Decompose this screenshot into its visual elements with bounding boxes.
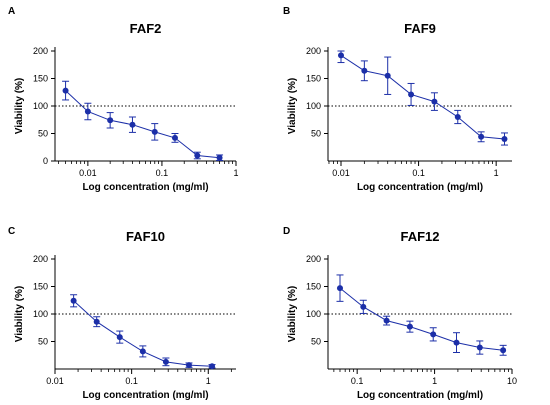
data-point [406,323,413,330]
data-point [171,134,178,141]
panel-b: B FAF9 50 100 150 200 0.01 0.1 1 Log concentratio… [283,6,512,193]
y-tick-label: 100 [306,309,321,319]
x-axis-label: Log concentration (mg/ml) [82,182,208,193]
x-tick-label: 0.01 [46,376,64,386]
panel-letter: D [283,226,290,237]
data-point [116,334,123,341]
y-tick-label: 100 [33,101,48,111]
y-tick-label: 100 [306,101,321,111]
data-point [194,152,201,159]
y-axis-label: Viability (%) [287,78,298,135]
y-tick-label: 150 [33,74,48,84]
x-tick-label: 1 [233,168,238,178]
data-point [209,363,216,370]
data-point [361,67,368,74]
data-point [453,339,460,346]
x-tick-label: 0.01 [79,168,97,178]
panel-a: A FAF2 0 50 100 150 200 0.01 0.1 1 Log concentrati… [8,6,239,193]
panel-d: D FAF12 50 100 150 200 0.1 1 10 Log concentration… [283,226,517,401]
chart-title: FAF12 [400,229,439,244]
x-tick-label: 1 [206,376,211,386]
series-line [340,54,505,140]
x-tick-label: 10 [507,376,517,386]
x-tick-label: 1 [494,168,499,178]
data-point [151,128,158,135]
panel-letter: B [283,6,290,17]
panel-letter: A [8,6,15,17]
x-tick-label: 0.1 [125,376,138,386]
data-point [476,344,483,351]
x-axis-label: Log concentration (mg/ml) [357,390,483,401]
series-line [339,287,504,351]
data-point [478,133,485,140]
y-tick-label: 200 [33,254,48,264]
x-axis-label: Log concentration (mg/ml) [82,390,208,401]
y-tick-label: 50 [311,129,321,139]
y-tick-label: 0 [43,156,48,166]
panel-letter: C [8,226,15,237]
x-tick-label: 0.1 [412,168,425,178]
y-tick-label: 150 [306,74,321,84]
y-tick-label: 200 [306,254,321,264]
y-tick-label: 100 [33,309,48,319]
data-point [139,348,146,355]
x-tick-label: 0.1 [351,376,364,386]
data-point [384,72,391,79]
data-point [93,318,100,325]
data-point [107,117,114,124]
chart-title: FAF2 [130,21,162,36]
data-point [336,285,343,292]
data-point [454,114,461,120]
data-point [501,136,508,142]
y-tick-label: 200 [33,46,48,56]
y-tick-label: 50 [38,337,48,347]
data-point [360,303,367,310]
data-point [337,52,344,59]
y-axis-label: Viability (%) [287,286,298,343]
data-point [162,358,169,365]
data-point [62,87,69,94]
x-tick-label: 0.01 [332,168,350,178]
data-point [408,91,415,98]
y-axis-label: Viability (%) [14,286,25,343]
data-point [430,331,437,338]
x-tick-label: 0.1 [156,168,169,178]
chart-title: FAF9 [404,21,436,36]
data-point [216,154,223,161]
y-tick-label: 50 [311,337,321,347]
series-line [65,90,220,159]
y-tick-label: 150 [306,282,321,292]
y-tick-label: 200 [306,46,321,56]
y-axis-label: Viability (%) [14,78,25,135]
chart-title: FAF10 [126,229,165,244]
y-tick-label: 50 [38,129,48,139]
data-point [431,98,438,105]
data-point [500,347,507,354]
x-tick-label: 1 [432,376,437,386]
data-point [129,121,136,128]
data-point [84,108,91,115]
data-point [383,317,390,324]
data-point [185,362,192,369]
data-point [70,297,77,304]
panel-c: C FAF10 50 100 150 200 0.01 0.1 1 Log concentrati… [8,226,236,401]
y-tick-label: 150 [33,282,48,292]
x-axis-label: Log concentration (mg/ml) [357,182,483,193]
